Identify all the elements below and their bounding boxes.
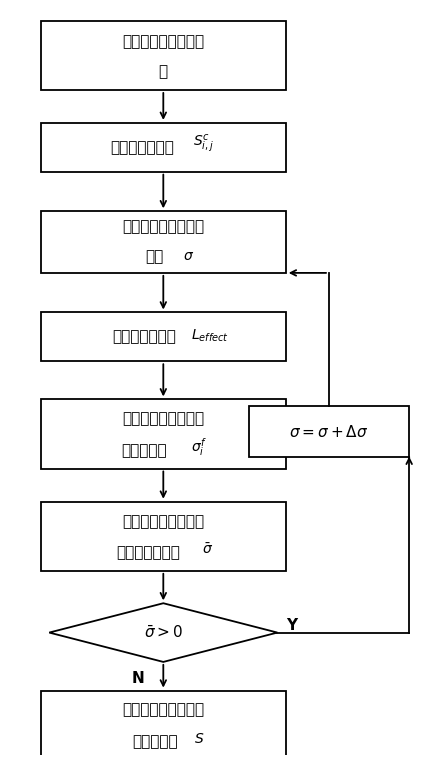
Bar [41, 691, 286, 758]
Polygon shape [49, 603, 277, 662]
Text: 外载: 外载 [146, 249, 164, 265]
Text: N: N [131, 671, 144, 686]
Text: $\sigma^f_i$: $\sigma^f_i$ [191, 437, 207, 459]
Bar [41, 312, 286, 362]
Bar [41, 502, 286, 571]
Text: 计算单向陶瓷基复合: 计算单向陶瓷基复合 [122, 703, 204, 718]
Text: Y: Y [287, 618, 298, 632]
Text: $\sigma$: $\sigma$ [183, 249, 194, 262]
Text: 给定陶瓷基复合材料: 给定陶瓷基复合材料 [122, 220, 204, 234]
Bar [41, 20, 286, 90]
Bar [41, 399, 286, 468]
Text: 确定各微元强度: 确定各微元强度 [110, 139, 174, 155]
Text: $\bar{\sigma}>0$: $\bar{\sigma}>0$ [144, 625, 183, 641]
Text: 将纤维等分为纤维微: 将纤维等分为纤维微 [122, 34, 204, 49]
Text: $L_{effect}$: $L_{effect}$ [191, 327, 229, 343]
Text: 面处的应力: 面处的应力 [122, 443, 167, 458]
Bar [41, 211, 286, 273]
Text: 计算每根纤维在基准: 计算每根纤维在基准 [122, 412, 204, 427]
Text: $\sigma=\sigma+\Delta\sigma$: $\sigma=\sigma+\Delta\sigma$ [289, 424, 369, 440]
Bar [41, 123, 286, 172]
Bar [249, 406, 409, 457]
Text: 合材料平均应力: 合材料平均应力 [116, 545, 181, 560]
Text: 计算纤维断裂后的复: 计算纤维断裂后的复 [122, 514, 204, 529]
Text: $S$: $S$ [194, 731, 205, 746]
Text: 材料的强度: 材料的强度 [132, 735, 178, 749]
Text: $\bar{\sigma}$: $\bar{\sigma}$ [202, 543, 213, 557]
Text: 计算影响区长度: 计算影响区长度 [113, 330, 176, 344]
Text: 元: 元 [159, 64, 168, 80]
Text: $S^c_{i,j}$: $S^c_{i,j}$ [193, 133, 214, 155]
